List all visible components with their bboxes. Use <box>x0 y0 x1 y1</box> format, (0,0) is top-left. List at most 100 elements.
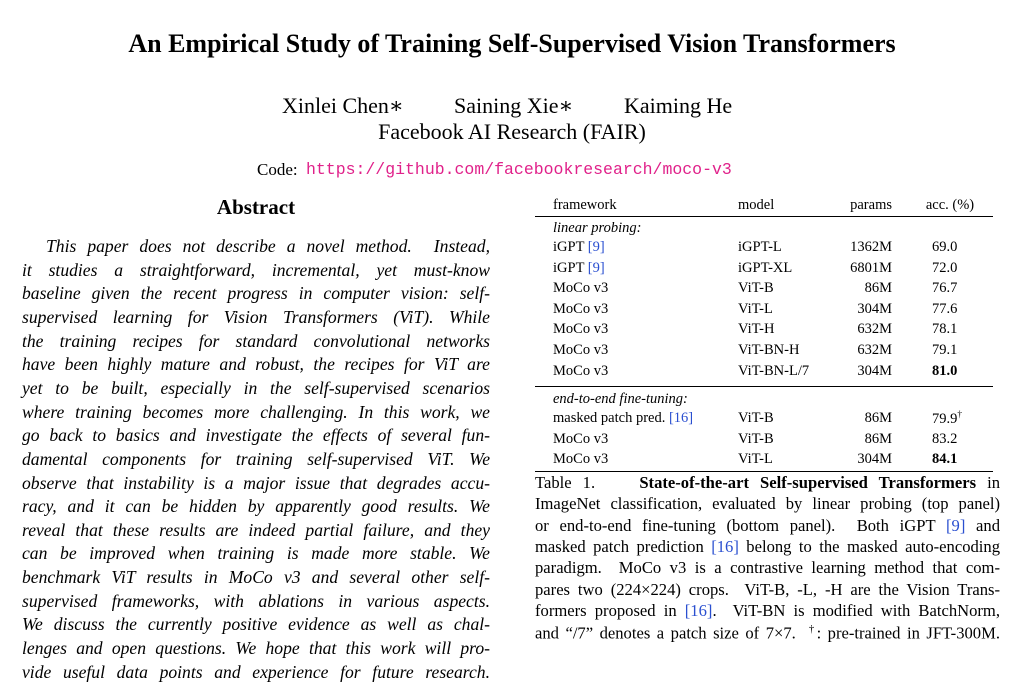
framework: MoCo v3 <box>553 280 609 297</box>
framework-cell: iGPT [9] <box>553 240 605 255</box>
title: An Empirical Study of Training Self-Supe… <box>128 29 896 58</box>
framework: MoCo v3 <box>553 321 609 338</box>
abstract-line: yet to be built, especially in the self-… <box>22 377 490 398</box>
acc: 83.2 <box>932 430 958 447</box>
acc: 81.0 <box>932 362 958 379</box>
abstract-line: where training becomes more challenging.… <box>22 401 490 422</box>
framework-cell: MoCo v3 <box>553 302 608 317</box>
caption-line: Table 1. State-of-the-art Self-supervise… <box>535 473 1001 492</box>
abstract-line: racy, and it can be hidden by apparently… <box>22 496 490 517</box>
acc: 77.6 <box>932 300 958 317</box>
params-cell: 86M <box>864 430 892 447</box>
column-header: acc. (%) <box>925 197 975 213</box>
model-cell: iGPT-XL <box>738 259 793 276</box>
acc-cell: 69.0 <box>932 240 957 255</box>
framework-cell: iGPT [9] <box>553 259 605 276</box>
abstract-line: benchmark ViT results in MoCo v3 and sev… <box>22 567 490 588</box>
abstract-line: lenges and open questions. We hope that … <box>22 638 490 659</box>
abstract-line: supervised frameworks, with ablations in… <box>22 590 490 611</box>
acc: 79.9 <box>932 411 958 428</box>
acc-cell: 81.0 <box>932 362 958 379</box>
acc-cell: 83.2 <box>932 432 957 447</box>
params-cell: 86M <box>864 410 892 427</box>
framework: MoCo v3 <box>553 300 609 317</box>
abstract-line: vide useful data points and experience f… <box>22 661 490 682</box>
section-title: linear probing: <box>553 220 642 236</box>
table-rule <box>535 471 993 472</box>
params-cell: 6801M <box>850 259 892 276</box>
citation: [16] <box>668 410 694 427</box>
author: Kaiming He <box>624 93 733 118</box>
section-title: end-to-end fine-tuning: <box>553 391 688 408</box>
abstract-line: supervised learning for Vision Transform… <box>22 306 490 327</box>
abstract-line: go back to basics and investigate the ef… <box>22 425 490 446</box>
acc: 84.1 <box>932 451 958 468</box>
caption-line: masked patch prediction [16] belong to t… <box>535 536 1001 556</box>
acc: 79.1 <box>932 342 958 358</box>
framework: MoCo v3 <box>553 342 609 358</box>
params-cell: 86M <box>864 280 892 297</box>
abstract-heading: Abstract <box>216 195 296 219</box>
acc: 76.7 <box>932 280 958 297</box>
abstract-line: baseline given the recent progress in co… <box>22 283 490 304</box>
caption-line: formers proposed in [16]. ViT-BN is modi… <box>535 600 1000 620</box>
caption-line: or end-to-end fine-tuning (bottom panel)… <box>535 515 1001 535</box>
params-cell: 304M <box>857 451 892 468</box>
table-rule <box>535 216 993 217</box>
abstract-line: reveal that these results are indeed par… <box>22 519 490 540</box>
abstract-line: We discuss the currently positive eviden… <box>22 614 490 635</box>
caption-part: State-of-the-art Self-supervised Transfo… <box>639 473 977 492</box>
params-cell: 632M <box>857 321 892 338</box>
params-cell: 304M <box>857 362 892 379</box>
abstract-line: damental components for training self-su… <box>22 448 490 469</box>
framework-cell: MoCo v3 <box>553 322 608 337</box>
footnote-mark: † <box>957 410 963 421</box>
model-cell: ViT-H <box>738 321 775 338</box>
column-header: framework <box>553 197 617 213</box>
acc-cell: 79.9† <box>932 410 963 428</box>
acc-cell: 84.1 <box>932 452 957 467</box>
acc: 72.0 <box>932 259 958 276</box>
acc-cell: 76.7 <box>932 281 957 296</box>
caption-part: Table 1. <box>535 473 596 492</box>
code-label: Code: <box>257 160 298 179</box>
framework: MoCo v3 <box>553 430 609 447</box>
acc-cell: 78.1 <box>932 322 957 337</box>
framework-cell: MoCo v3 <box>553 363 608 379</box>
framework: iGPT <box>553 259 585 276</box>
framework-cell: MoCo v3 <box>553 281 608 296</box>
author: Xinlei Chen∗ <box>282 93 404 118</box>
model-cell: iGPT-L <box>738 239 782 255</box>
framework-cell: MoCo v3 <box>553 432 608 447</box>
acc: 69.0 <box>932 239 958 255</box>
caption-line: pares two (224×224) crops. ViT-B, -L, -H… <box>535 579 1000 599</box>
framework: MoCo v3 <box>553 451 609 468</box>
framework-cell: MoCo v3 <box>553 452 608 467</box>
model-cell: ViT-L <box>738 451 773 468</box>
caption-part: in <box>987 473 1001 492</box>
params-cell: 1362M <box>850 239 892 255</box>
abstract-line: have been highly mature and robust, the … <box>22 354 490 375</box>
abstract-line: can be improved when training is made mo… <box>22 543 490 564</box>
params-cell: 304M <box>857 300 892 317</box>
column-header: model <box>738 197 775 213</box>
affiliation: Facebook AI Research (FAIR) <box>378 119 646 144</box>
framework-cell: masked patch pred. [16] <box>553 411 693 426</box>
abstract-line: the training recipes for standard convol… <box>22 330 490 351</box>
code-link[interactable]: https://github.com/facebookresearch/moco… <box>306 160 732 179</box>
model-cell: ViT-BN-H <box>738 342 800 358</box>
column-header: params <box>850 197 892 213</box>
acc: 78.1 <box>932 321 958 338</box>
author: Saining Xie∗ <box>454 93 574 118</box>
caption-line: ImageNet classification, evaluated by li… <box>535 494 1000 514</box>
citation: [9] <box>587 239 605 255</box>
table-rule <box>535 386 993 388</box>
abstract-line: This paper does not describe a novel met… <box>46 236 490 256</box>
framework: iGPT <box>553 239 585 255</box>
model-cell: ViT-BN-L/7 <box>738 362 810 379</box>
model-cell: ViT-B <box>738 430 774 447</box>
citation: [9] <box>587 259 605 276</box>
acc-cell: 72.0 <box>932 259 958 276</box>
framework-cell: MoCo v3 <box>553 343 608 358</box>
